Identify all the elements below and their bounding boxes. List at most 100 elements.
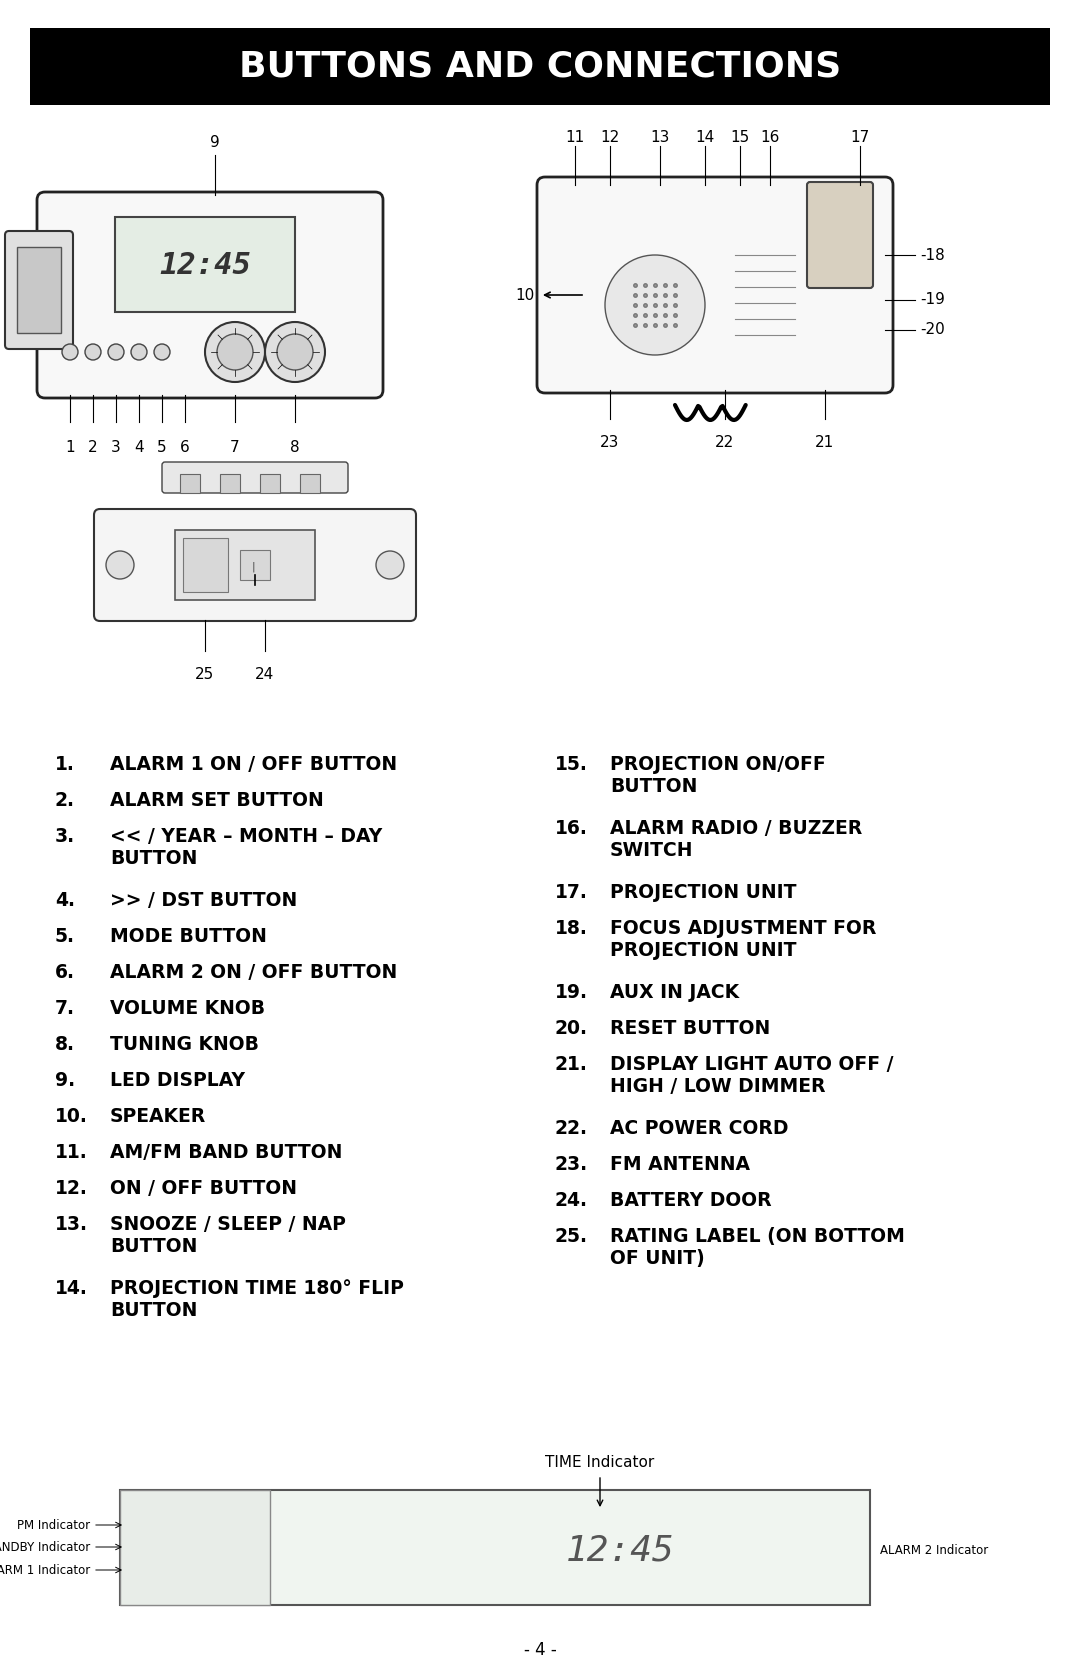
- Text: BUTTON: BUTTON: [110, 1302, 198, 1320]
- Circle shape: [376, 551, 404, 579]
- Text: FM ANTENNA: FM ANTENNA: [610, 1155, 750, 1173]
- Text: ALARM RADIO / BUZZER: ALARM RADIO / BUZZER: [610, 819, 862, 838]
- Text: RATING LABEL (ON BOTTOM: RATING LABEL (ON BOTTOM: [610, 1227, 905, 1247]
- Circle shape: [205, 322, 265, 382]
- Text: 3.: 3.: [55, 828, 76, 846]
- Text: 14.: 14.: [55, 1278, 87, 1298]
- Circle shape: [605, 255, 705, 355]
- Text: 22.: 22.: [555, 1118, 588, 1138]
- Text: 10: 10: [516, 287, 535, 302]
- Text: BUTTON: BUTTON: [610, 778, 698, 796]
- Text: OF UNIT): OF UNIT): [610, 1248, 705, 1268]
- Text: PROJECTION UNIT: PROJECTION UNIT: [610, 941, 797, 960]
- Text: LED DISPLAY: LED DISPLAY: [110, 1071, 245, 1090]
- Bar: [240, 551, 270, 581]
- Text: 23: 23: [600, 436, 620, 451]
- Text: >> / DST BUTTON: >> / DST BUTTON: [110, 891, 297, 910]
- Text: 8.: 8.: [55, 1035, 75, 1055]
- Text: PROJECTION TIME 180° FLIP: PROJECTION TIME 180° FLIP: [110, 1278, 404, 1298]
- Text: BUTTON: BUTTON: [110, 850, 198, 868]
- Text: PM Indicator: PM Indicator: [17, 1519, 90, 1532]
- Text: 4.: 4.: [55, 891, 75, 910]
- Text: 5: 5: [158, 441, 166, 456]
- Circle shape: [276, 334, 313, 371]
- FancyBboxPatch shape: [807, 182, 873, 289]
- FancyBboxPatch shape: [537, 177, 893, 392]
- Text: RESET BUTTON: RESET BUTTON: [610, 1020, 770, 1038]
- Text: 24: 24: [255, 668, 274, 683]
- Text: MODE BUTTON: MODE BUTTON: [110, 926, 267, 946]
- Text: 8: 8: [291, 441, 300, 456]
- Text: 4: 4: [134, 441, 144, 456]
- Text: 18.: 18.: [555, 920, 588, 938]
- Text: -19: -19: [920, 292, 945, 307]
- Text: ON / OFF BUTTON: ON / OFF BUTTON: [110, 1178, 297, 1198]
- Bar: [120, 1490, 270, 1606]
- Text: 19.: 19.: [555, 983, 588, 1001]
- FancyBboxPatch shape: [94, 509, 416, 621]
- Text: PROJECTION UNIT: PROJECTION UNIT: [610, 883, 797, 901]
- Bar: [220, 474, 240, 492]
- Text: 24.: 24.: [555, 1192, 588, 1210]
- Text: ALARM 1 Indicator: ALARM 1 Indicator: [0, 1564, 90, 1577]
- Text: BUTTONS AND CONNECTIONS: BUTTONS AND CONNECTIONS: [239, 50, 841, 83]
- Bar: [17, 247, 60, 334]
- Text: 9: 9: [211, 135, 220, 150]
- Circle shape: [217, 334, 253, 371]
- Text: << / YEAR – MONTH – DAY: << / YEAR – MONTH – DAY: [110, 828, 382, 846]
- Text: TIME Indicator: TIME Indicator: [545, 1455, 654, 1470]
- Text: - 4 -: - 4 -: [524, 1641, 556, 1659]
- Text: 15.: 15.: [555, 754, 588, 774]
- Circle shape: [265, 322, 325, 382]
- Text: SNOOZE / SLEEP / NAP: SNOOZE / SLEEP / NAP: [110, 1215, 346, 1233]
- Text: 25: 25: [195, 668, 215, 683]
- Bar: [260, 474, 280, 492]
- Text: TUNING KNOB: TUNING KNOB: [110, 1035, 259, 1055]
- FancyBboxPatch shape: [37, 192, 383, 397]
- FancyBboxPatch shape: [175, 531, 315, 599]
- Text: 2.: 2.: [55, 791, 75, 809]
- Text: 21: 21: [815, 436, 835, 451]
- Text: 20.: 20.: [555, 1020, 588, 1038]
- Text: 17: 17: [850, 130, 869, 145]
- Text: SPEAKER: SPEAKER: [110, 1107, 206, 1127]
- Text: -18: -18: [920, 247, 945, 262]
- Text: AM/FM BAND BUTTON: AM/FM BAND BUTTON: [110, 1143, 342, 1162]
- Text: 12:45: 12:45: [159, 250, 251, 279]
- Text: 13.: 13.: [55, 1215, 87, 1233]
- FancyBboxPatch shape: [5, 230, 73, 349]
- Bar: [180, 474, 200, 492]
- Text: 9.: 9.: [55, 1071, 76, 1090]
- Text: 10.: 10.: [55, 1107, 87, 1127]
- Text: HIGH / LOW DIMMER: HIGH / LOW DIMMER: [610, 1077, 825, 1097]
- Text: 6: 6: [180, 441, 190, 456]
- Text: ALARM 2 Indicator: ALARM 2 Indicator: [880, 1544, 988, 1557]
- Text: SWITCH: SWITCH: [610, 841, 693, 860]
- Text: 5.: 5.: [55, 926, 75, 946]
- Text: ALARM SET BUTTON: ALARM SET BUTTON: [110, 791, 324, 809]
- Bar: [30, 28, 1050, 105]
- Text: BATTERY DOOR: BATTERY DOOR: [610, 1192, 771, 1210]
- Bar: [300, 474, 320, 492]
- Text: 15: 15: [730, 130, 750, 145]
- Text: 11.: 11.: [55, 1143, 87, 1162]
- Bar: [183, 537, 228, 592]
- FancyBboxPatch shape: [162, 462, 348, 492]
- Text: 13: 13: [650, 130, 670, 145]
- Text: 7: 7: [230, 441, 240, 456]
- Text: -20: -20: [920, 322, 945, 337]
- Text: 16.: 16.: [555, 819, 588, 838]
- Circle shape: [131, 344, 147, 361]
- Text: 12:45: 12:45: [566, 1534, 674, 1567]
- Text: 21.: 21.: [555, 1055, 588, 1073]
- Text: 2: 2: [89, 441, 98, 456]
- Text: |: |: [252, 562, 255, 572]
- Text: AC POWER CORD: AC POWER CORD: [610, 1118, 788, 1138]
- Text: FOCUS ADJUSTMENT FOR: FOCUS ADJUSTMENT FOR: [610, 920, 876, 938]
- Text: 1: 1: [65, 441, 75, 456]
- Text: 22: 22: [715, 436, 734, 451]
- Circle shape: [85, 344, 102, 361]
- Text: 3: 3: [111, 441, 121, 456]
- Bar: [114, 217, 295, 312]
- Circle shape: [106, 551, 134, 579]
